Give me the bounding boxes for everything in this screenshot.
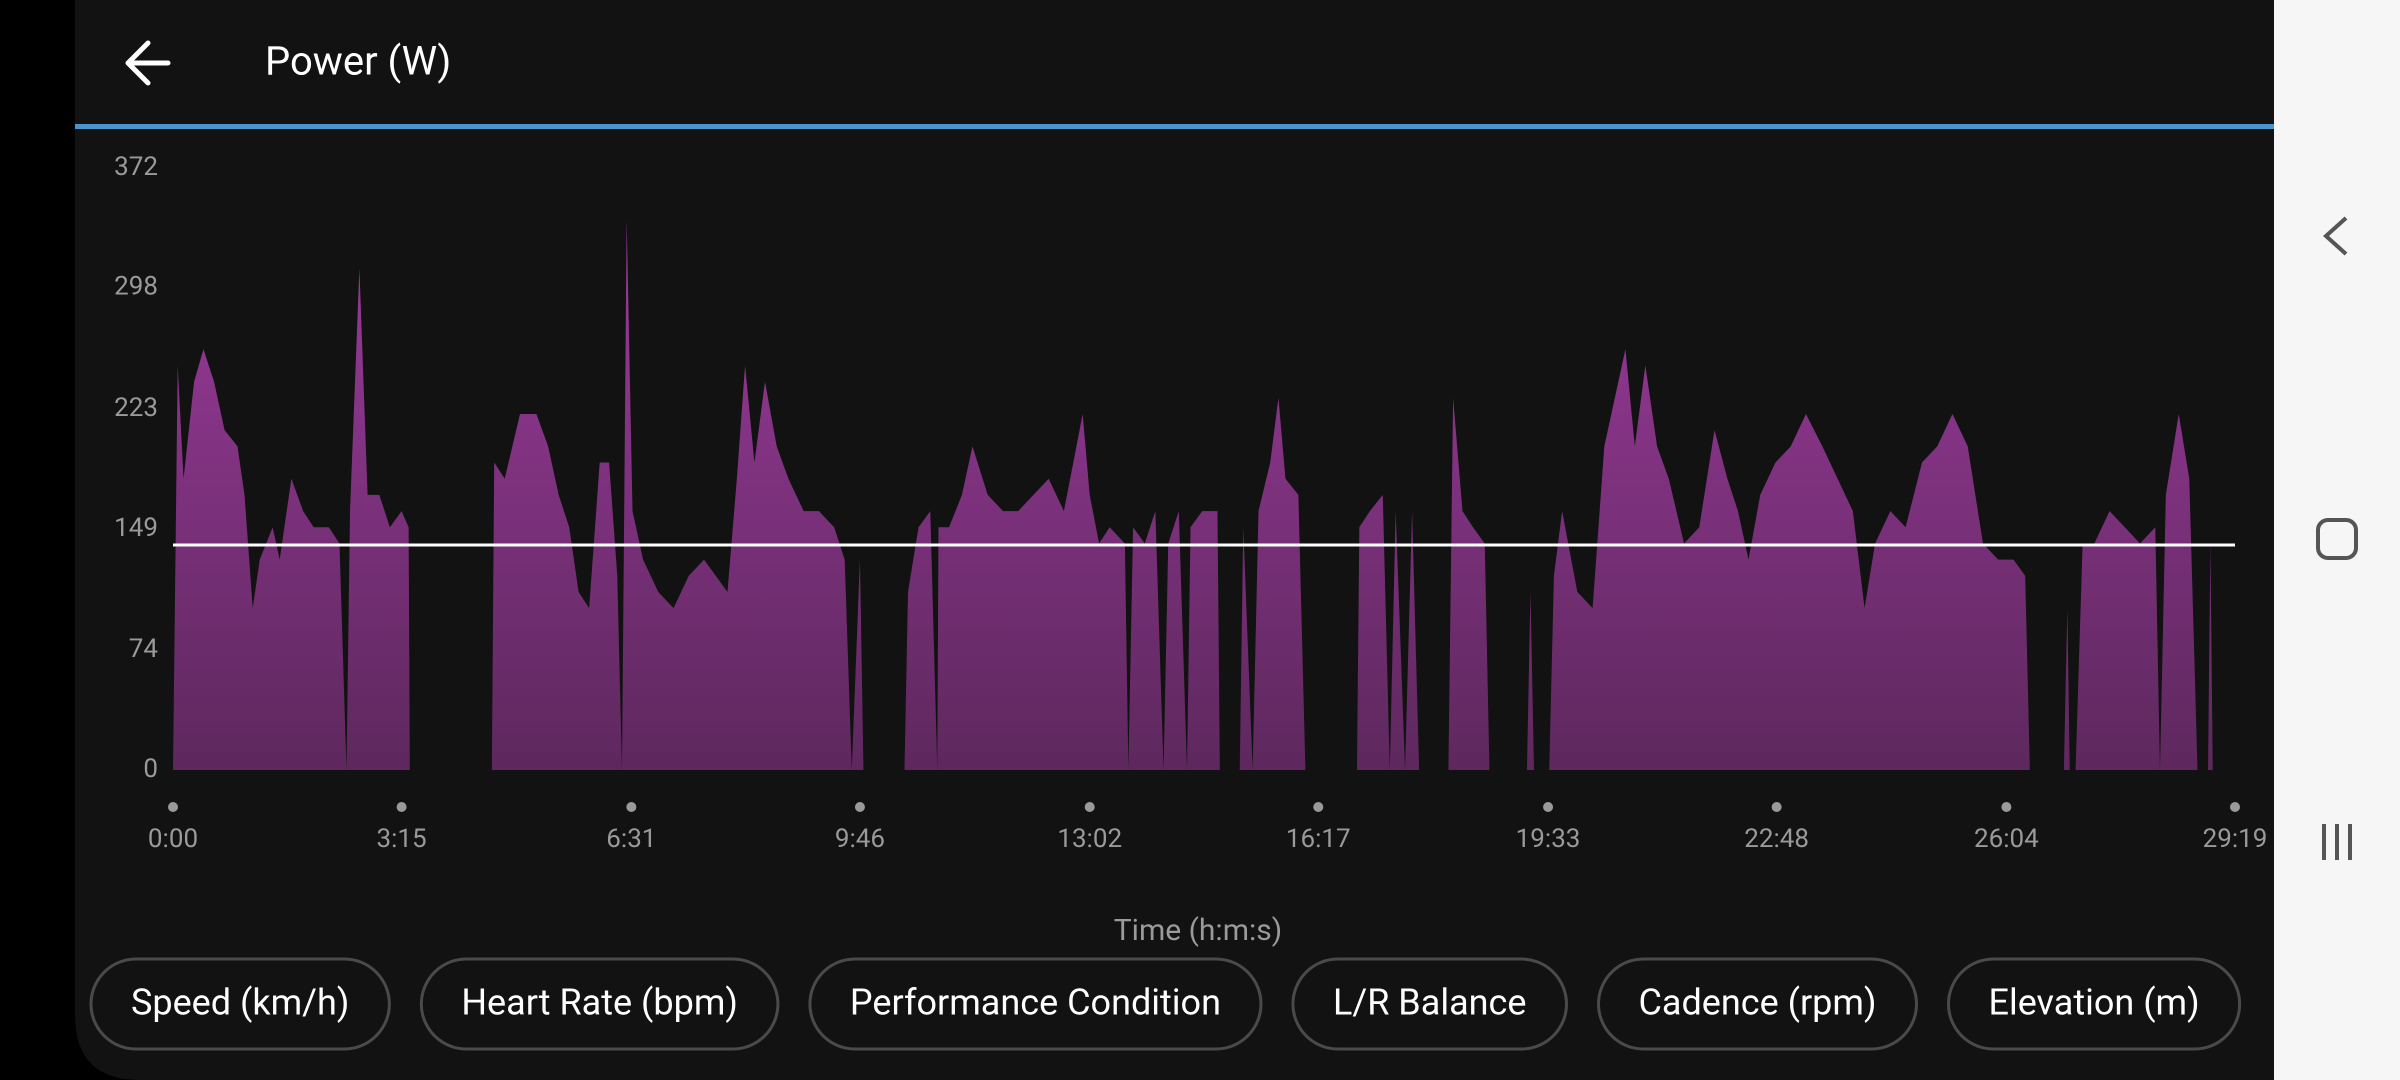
y-tick-label: 298 — [114, 272, 158, 302]
chip-button[interactable]: Cadence (rpm) — [1596, 957, 1918, 1051]
x-tick-label: 29:19 — [2203, 824, 2268, 854]
header-divider — [75, 124, 2274, 129]
x-tick-label: 13:02 — [1057, 824, 1122, 854]
chip-outline — [808, 957, 1263, 1051]
x-tick-dot — [2001, 802, 2012, 812]
y-tick-label: 149 — [114, 513, 158, 543]
chip-label: Cadence (rpm) — [1638, 982, 1876, 1024]
x-tick-dot — [1084, 802, 1095, 812]
chip-label: Elevation (m) — [1988, 982, 2199, 1024]
x-tick-dot — [1313, 802, 1324, 812]
x-tick-dot — [1771, 802, 1782, 812]
page-title: Power (W) — [265, 38, 451, 85]
y-tick-label: 223 — [114, 393, 158, 423]
x-tick-dot — [1543, 802, 1554, 812]
x-tick-dot — [168, 802, 178, 812]
x-axis-title: Time (h:m:s) — [1114, 913, 1282, 948]
y-tick-label: 74 — [129, 634, 159, 664]
chip-outline — [419, 957, 780, 1051]
chip-label: Performance Condition — [850, 982, 1221, 1024]
y-tick-label: 372 — [114, 152, 158, 182]
chip-button[interactable]: Heart Rate (bpm) — [419, 957, 780, 1051]
chart: 0 74 149 223 298 372 0:00 3:15 6:31 9:46 13:02 16:1… — [114, 152, 2267, 854]
power-area — [173, 219, 2213, 771]
chip-label: L/R Balance — [1333, 982, 1527, 1024]
x-tick-dot — [854, 802, 865, 812]
button-row: Speed (km/h) Heart Rate (bpm) Performance … — [89, 957, 2242, 1051]
nav-bar — [2274, 0, 2400, 1080]
chip-outline — [89, 957, 391, 1051]
x-tick-dot — [396, 802, 407, 812]
chip-button[interactable]: Speed (km/h) — [89, 957, 391, 1051]
x-tick-dot — [626, 802, 637, 812]
chip-outline — [1946, 957, 2242, 1051]
x-tick-label: 26:04 — [1974, 824, 2039, 854]
x-tick-label: 22:48 — [1744, 824, 1809, 854]
x-tick-label: 6:31 — [606, 824, 656, 854]
x-tick-dot — [2230, 802, 2240, 812]
chip-button[interactable]: L/R Balance — [1291, 957, 1568, 1051]
back-arrow[interactable] — [125, 40, 171, 86]
nav-recents[interactable] — [2322, 824, 2352, 860]
y-tick-label: 0 — [143, 754, 158, 784]
x-tick-label: 0:00 — [148, 824, 198, 854]
nav-back[interactable] — [2323, 216, 2348, 256]
chip-label: Speed (km/h) — [131, 982, 349, 1024]
x-tick-label: 16:17 — [1286, 824, 1351, 854]
chip-button[interactable]: Elevation (m) — [1946, 957, 2242, 1051]
nav-home[interactable] — [2316, 518, 2358, 560]
chip-button[interactable]: Performance Condition — [808, 957, 1263, 1051]
x-tick-label: 3:15 — [377, 824, 427, 854]
chip-label: Heart Rate (bpm) — [461, 982, 738, 1024]
chip-outline — [1596, 957, 1918, 1051]
chip-outline — [1291, 957, 1568, 1051]
x-tick-label: 9:46 — [835, 824, 885, 854]
x-tick-label: 19:33 — [1516, 824, 1581, 854]
